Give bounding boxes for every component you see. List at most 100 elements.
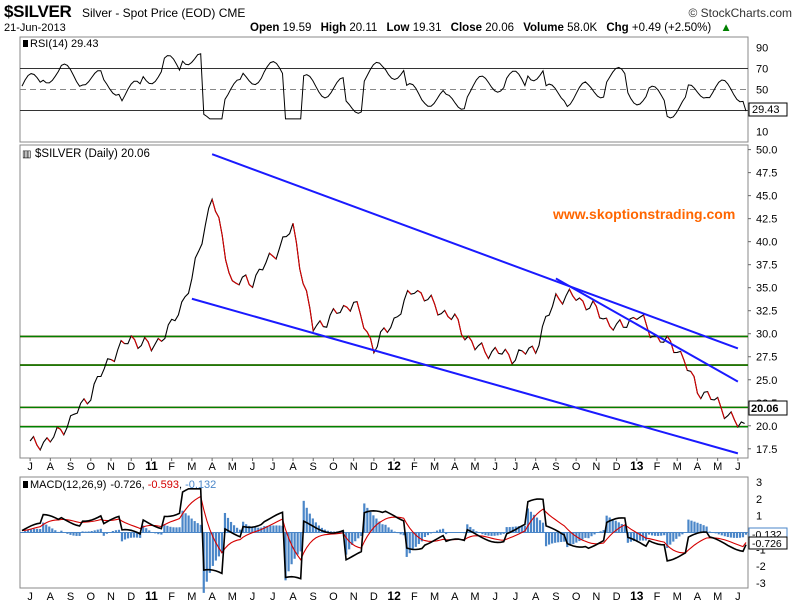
price-panel [19, 144, 749, 459]
macd-x-tick-label: M [713, 591, 722, 603]
price-down-segment [605, 317, 611, 327]
price-down-segment [332, 308, 338, 314]
price-x-tick-label: A [289, 461, 297, 473]
rsi-y-tick-label: 10 [756, 127, 768, 139]
macd-x-tick-label: D [127, 591, 135, 603]
macd-x-tick-label: O [86, 591, 95, 603]
price-x-tick-label: 13 [630, 459, 644, 473]
price-down-segment [521, 350, 526, 355]
price-last-value: 20.06 [751, 403, 779, 415]
price-y-tick-label: 42.5 [756, 214, 777, 226]
price-y-tick-label: 30.0 [756, 329, 777, 341]
price-down-segment [214, 211, 220, 218]
price-down-segment [46, 437, 51, 443]
close-label: Close [450, 22, 482, 34]
rsi-y-tick-label: 70 [756, 64, 768, 76]
price-down-segment [359, 314, 365, 329]
price-x-tick-label: A [208, 461, 216, 473]
macd-x-tick-label: S [67, 591, 74, 603]
price-down-segment [717, 397, 722, 408]
macd-x-tick-label: F [411, 591, 418, 603]
price-layer [20, 153, 748, 455]
price-down-segment [434, 303, 439, 316]
price-down-segment [582, 300, 587, 311]
price-x-tick-label: J [27, 461, 33, 473]
price-down-segment [36, 444, 41, 451]
price-down-segment [59, 428, 65, 436]
price-down-segment [484, 352, 489, 359]
price-down-segment [730, 411, 736, 421]
price-down-segment [32, 436, 38, 446]
macd-x-tick-label: M [228, 591, 237, 603]
ohlc-readout: Open 19.59 High 20.11 Low 19.31 Close 20… [250, 22, 738, 34]
price-down-segment [690, 371, 695, 377]
price-down-segment [444, 310, 449, 317]
macd-y-tick-label: 3 [756, 477, 762, 489]
macd-x-tick-label: D [370, 591, 378, 603]
price-y-tick-label: 17.5 [756, 444, 777, 456]
signal-value: -0.593 [148, 479, 179, 491]
chg-arrow-icon: ▲ [720, 22, 732, 34]
price-down-segment [346, 306, 351, 312]
price-down-segment [555, 293, 560, 300]
macd-x-tick-label: N [350, 591, 358, 603]
price-x-tick-label: M [187, 461, 196, 473]
macd-x-tick-label: N [107, 591, 115, 603]
brand-logo: © StockCharts.com [688, 6, 792, 20]
price-down-segment [683, 360, 688, 371]
macd-x-tick-label: A [532, 591, 540, 603]
price-down-segment [666, 335, 671, 342]
chg-label: Chg [606, 22, 629, 34]
price-y-tick-label: 32.5 [756, 306, 777, 318]
price-down-segment [110, 359, 115, 362]
price-down-segment [83, 398, 88, 405]
price-down-segment [693, 376, 698, 394]
close-value: 20.06 [485, 22, 514, 34]
macd-y-tick-label: -2 [756, 561, 766, 573]
macd-x-tick-label: J [27, 591, 33, 603]
macd-x-tick-label: J [513, 591, 519, 603]
price-down-segment [221, 235, 227, 260]
price-down-segment [572, 295, 577, 301]
volume-label: Volume [523, 22, 564, 34]
price-down-segment [225, 259, 230, 273]
macd-x-tick-label: A [47, 591, 55, 603]
price-down-segment [720, 407, 725, 419]
price-y-tick-label: 37.5 [756, 260, 777, 272]
price-down-segment [218, 217, 223, 236]
trendline-2 [191, 297, 739, 455]
macd-x-tick-label: O [329, 591, 338, 603]
price-down-segment [295, 242, 301, 269]
price-y-tick-label: 25.0 [756, 375, 777, 387]
price-x-tick-label: M [470, 461, 479, 473]
price-down-segment [147, 341, 152, 351]
price-down-segment [248, 284, 253, 288]
price-down-segment [228, 272, 233, 281]
macd-legend-swatch [23, 481, 28, 488]
rsi-legend-swatch [23, 40, 28, 47]
price-x-tick-label: S [310, 461, 317, 473]
trendline-3 [555, 277, 739, 383]
symbol-title: $SILVER [4, 2, 72, 21]
hist-value: -0.132 [185, 479, 216, 491]
trendline-1 [211, 153, 739, 350]
price-x-tick-label: A [694, 461, 702, 473]
price-down-segment [707, 391, 712, 400]
price-down-segment [467, 335, 473, 342]
price-down-segment [471, 340, 476, 350]
price-y-tick-label: 20.0 [756, 421, 777, 433]
price-x-tick-label: O [329, 461, 338, 473]
macd-y-tick-label: -1 [756, 544, 766, 556]
price-down-segment [309, 308, 314, 332]
low-label: Low [386, 22, 410, 34]
macd-y-tick-label: 1 [756, 511, 762, 523]
price-down-segment [417, 290, 422, 294]
price-down-segment [356, 301, 361, 315]
price-x-tick-label: J [250, 461, 256, 473]
price-down-segment [454, 313, 459, 320]
price-down-segment [383, 327, 388, 333]
price-y-tick-label: 40.0 [756, 237, 777, 249]
high-value: 20.11 [349, 22, 378, 34]
price-down-segment [595, 306, 601, 319]
price-down-segment [245, 274, 250, 285]
